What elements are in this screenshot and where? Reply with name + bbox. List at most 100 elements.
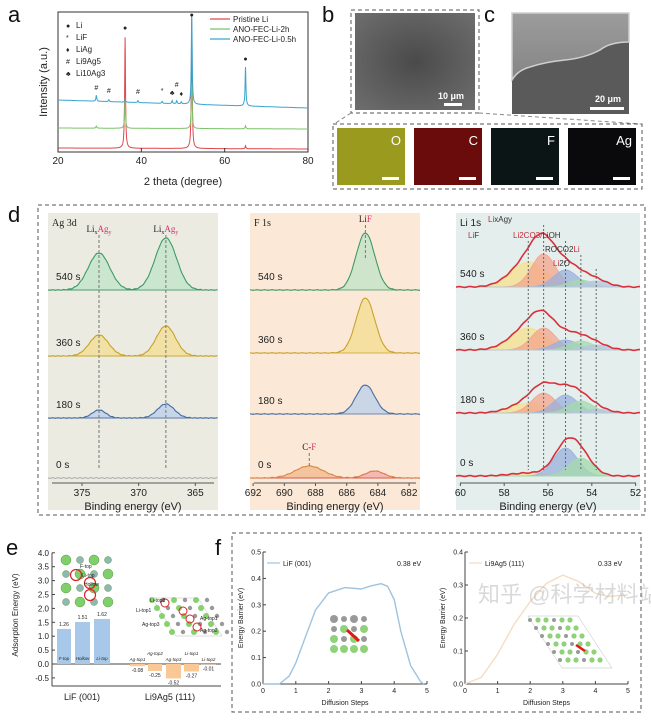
xps-panel-bg xyxy=(48,213,218,510)
site-label: Ag-top1 xyxy=(200,616,218,622)
x-tick-label: 56 xyxy=(542,488,554,499)
cell-outline xyxy=(527,615,613,669)
y-tick-label: -0.5 xyxy=(35,674,49,683)
spectrum-label: 360 s xyxy=(258,335,282,346)
x-tick-label: 686 xyxy=(338,488,355,499)
atom xyxy=(559,617,565,623)
site-label: Ag-top2 xyxy=(200,628,218,634)
site-marker xyxy=(83,576,97,590)
y-tick-label: 0.3 xyxy=(251,602,261,609)
atom xyxy=(102,596,114,608)
atom xyxy=(219,621,225,627)
atom xyxy=(208,621,214,627)
x-tick-label: 682 xyxy=(401,488,418,499)
atom xyxy=(175,621,181,627)
component-label: ROCO2Li xyxy=(545,245,580,254)
atom xyxy=(361,636,367,642)
atom xyxy=(528,618,532,622)
atom xyxy=(570,642,574,646)
site-marker xyxy=(185,614,195,624)
y-tick-label: 0.3 xyxy=(453,583,463,590)
atom xyxy=(182,597,188,603)
atom xyxy=(330,645,338,653)
atom xyxy=(90,570,98,578)
peak-annotation: LixAgy xyxy=(87,224,112,236)
y-tick-label: 0.0 xyxy=(38,660,50,669)
y-tick-label: 0.5 xyxy=(38,646,50,655)
atom xyxy=(187,605,193,611)
bar-category-label: Li-top1 xyxy=(185,651,199,656)
atom xyxy=(171,597,177,603)
eds-element-label: F xyxy=(547,133,555,148)
site-label: Li-top1 xyxy=(136,608,152,614)
barrier-value: 0.33 eV xyxy=(598,561,622,568)
spectrum-envelope xyxy=(249,384,421,415)
legend-phase-label: Li xyxy=(76,21,82,30)
atom xyxy=(555,633,561,639)
y-tick-label: 4.0 xyxy=(38,549,50,558)
x-tick-label: 52 xyxy=(630,488,642,499)
atom xyxy=(552,618,556,622)
zoom-guide xyxy=(333,112,642,125)
atom xyxy=(565,625,571,631)
xps-panel-title: Ag 3d xyxy=(52,218,77,229)
bar xyxy=(148,664,162,671)
bar-category-label: Li-top xyxy=(96,656,108,661)
x-tick-label: 1 xyxy=(294,688,298,695)
spectrum-envelope xyxy=(249,232,421,291)
bar-value-label: -0.52 xyxy=(168,680,180,686)
x-tick-label: 370 xyxy=(130,488,147,499)
legend-phase-label: LiF xyxy=(76,33,87,42)
x-tick-label: 0 xyxy=(261,688,265,695)
atom xyxy=(558,658,562,662)
annotation-part: Ag xyxy=(98,224,109,234)
atom xyxy=(585,641,591,647)
atom xyxy=(340,625,348,633)
spectrum-envelope xyxy=(47,477,218,479)
atom xyxy=(558,626,562,630)
x-tick-label: 3 xyxy=(359,688,363,695)
atom xyxy=(209,605,215,611)
atom xyxy=(104,584,112,592)
atom xyxy=(164,621,170,627)
atom xyxy=(60,582,72,594)
spectrum-envelope xyxy=(249,297,421,354)
x-tick-label: 692 xyxy=(245,488,262,499)
eds-element-label: C xyxy=(469,133,478,148)
bar-category-label: Li-top2 xyxy=(202,657,216,662)
site-label: Ag-top3 xyxy=(142,622,160,628)
label-part: F xyxy=(474,231,479,240)
peak-annotation: LiF xyxy=(359,214,372,224)
atom xyxy=(104,556,112,564)
xrd-plot-frame xyxy=(57,11,309,153)
atom xyxy=(330,615,338,623)
atom xyxy=(567,617,573,623)
annotation-part: F xyxy=(367,214,372,224)
spectrum-envelope xyxy=(455,381,640,415)
y-tick-label: 1.5 xyxy=(38,618,50,627)
peak-marker: ♣ xyxy=(170,90,175,97)
atom xyxy=(565,657,571,663)
x-tick-label: 2 xyxy=(327,688,331,695)
atom xyxy=(559,649,565,655)
site-marker xyxy=(160,598,170,608)
spectrum-envelope xyxy=(47,237,218,291)
x-tick-label: 375 xyxy=(74,488,91,499)
atom xyxy=(170,613,176,619)
xps-panel-title: Li 1s xyxy=(460,218,481,229)
atom xyxy=(176,605,182,611)
component-label: Li2O xyxy=(553,259,570,268)
group-label: LiF (001) xyxy=(64,692,100,702)
x-axis-label: Binding energy (eV) xyxy=(84,501,181,513)
x-tick-label: 5 xyxy=(626,688,630,695)
bar-category-label: Hollow xyxy=(76,656,90,661)
bar-category-label: Ag-top2 xyxy=(146,651,163,656)
peak-marker: # xyxy=(94,85,98,92)
atom xyxy=(149,597,155,603)
atom xyxy=(591,649,597,655)
peak-marker: # xyxy=(175,82,179,89)
eds-scale-bar xyxy=(382,177,399,180)
legend-symbol: ● xyxy=(66,23,70,30)
x-tick-label: 690 xyxy=(276,488,293,499)
